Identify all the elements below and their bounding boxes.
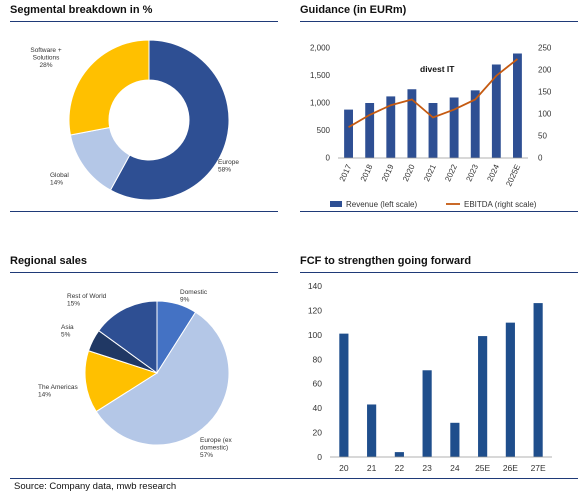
right-tick-label: 200 [538, 66, 552, 75]
x-tick-label: 23 [422, 463, 432, 473]
segmental-donut-chart: Europe 58% Global 14% Software + Solutions 28% [30, 39, 239, 201]
guidance-top-rule [300, 21, 578, 22]
x-tick-label: 2021 [422, 163, 438, 183]
x-tick-label: 22 [395, 463, 405, 473]
revenue-bar [386, 96, 396, 158]
x-tick-label: 2022 [443, 163, 459, 183]
regional-title: Regional sales [10, 255, 88, 267]
pie-label-asia: Asia 5% [61, 324, 74, 339]
left-tick-label: 0 [326, 154, 331, 163]
segmental-panel: Segmental breakdown in % Europe 58% Global… [10, 4, 278, 224]
pie-label-the-americas: The Americas 14% [38, 384, 78, 399]
revenue-bar [407, 89, 417, 158]
pie-slice-the-americas [84, 350, 159, 413]
right-tick-label: 50 [538, 132, 547, 141]
right-tick-label: 100 [538, 110, 552, 119]
fcf-bar-chart: 0 20 40 60 80 100 120 140 20 21 22 23 24 25E 26E 27E [308, 281, 552, 473]
y-tick-label: 140 [308, 281, 322, 291]
fcf-bar [450, 422, 460, 457]
guidance-combo-chart: 0 500 1,000 1,500 2,000 0 50 100 150 200 250 2017 20… [310, 44, 552, 210]
segmental-top-rule [10, 21, 278, 22]
donut-slice-europe [109, 39, 230, 201]
y-tick-label: 100 [308, 330, 322, 340]
fcf-bar [505, 322, 515, 457]
revenue-bar [428, 103, 438, 158]
revenue-bar [344, 109, 353, 158]
legend-ebitda-label: EBITDA (right scale) [464, 200, 537, 209]
donut-label-global: Global 14% [50, 172, 69, 187]
x-tick-label: 24 [450, 463, 460, 473]
bottom-rule [10, 478, 578, 479]
x-tick-label: 2024 [485, 163, 501, 183]
pie-slice-rest-of-world [98, 300, 158, 374]
segmental-title: Segmental breakdown in % [10, 4, 153, 16]
x-tick-label: 26E [503, 463, 518, 473]
fcf-bar [339, 333, 349, 457]
fcf-top-rule [300, 272, 578, 273]
x-tick-label: 20 [339, 463, 349, 473]
y-tick-label: 80 [313, 354, 323, 364]
legend-revenue-swatch [330, 201, 342, 207]
right-tick-label: 150 [538, 88, 552, 97]
y-tick-label: 20 [313, 428, 323, 438]
pie-slice-europe-ex-domestic [95, 311, 230, 446]
x-tick-label: 25E [475, 463, 490, 473]
x-tick-label: 2017 [338, 163, 354, 183]
legend-revenue-label: Revenue (left scale) [346, 200, 417, 209]
revenue-bar [449, 97, 459, 158]
source-note: Source: Company data, mwb research [14, 481, 177, 492]
regional-panel: Regional sales Domestic 9% Europe (ex domes… [10, 255, 278, 477]
y-tick-label: 40 [313, 403, 323, 413]
left-tick-label: 500 [317, 126, 331, 135]
left-tick-label: 1,500 [310, 71, 331, 80]
fcf-title: FCF to strengthen going forward [300, 255, 472, 267]
fcf-bar [422, 370, 432, 457]
y-tick-label: 60 [313, 379, 323, 389]
pie-label-domestic: Domestic 9% [180, 289, 208, 304]
fcf-bar [533, 303, 543, 457]
fcf-bar [394, 452, 404, 457]
donut-label-europe: Europe 58% [218, 159, 239, 174]
pie-label-rest-of-world: Rest of World 15% [67, 293, 107, 308]
revenue-bar [491, 64, 501, 158]
revenue-bar [470, 90, 480, 158]
guidance-title: Guidance (in EURm) [300, 4, 407, 16]
donut-slice-software-solutions [68, 39, 150, 136]
fcf-bar [367, 404, 377, 457]
y-tick-label: 0 [317, 452, 322, 462]
donut-label-software-solutions: Software + Solutions 28% [30, 47, 61, 69]
right-tick-label: 250 [538, 44, 552, 53]
x-tick-label: 21 [367, 463, 377, 473]
x-tick-label: 27E [531, 463, 546, 473]
regional-top-rule [10, 272, 278, 273]
revenue-bar [513, 53, 522, 158]
y-tick-label: 120 [308, 305, 322, 315]
regional-pie-chart: Domestic 9% Europe (ex domestic) 57% The Amer… [38, 289, 233, 459]
x-tick-label: 2018 [359, 163, 375, 183]
x-tick-label: 2025E [504, 163, 522, 188]
left-tick-label: 2,000 [310, 44, 331, 53]
segmental-bottom-rule [10, 211, 278, 212]
revenue-bar [365, 103, 375, 158]
fcf-panel: FCF to strengthen going forward 0 20 40 60 8… [300, 255, 578, 477]
pie-label-europe-ex-domestic: Europe (ex domestic) 57% [200, 437, 233, 459]
right-tick-label: 0 [538, 154, 543, 163]
guidance-bottom-rule [300, 211, 578, 212]
guidance-panel: Guidance (in EURm) 0 500 1,000 1,500 2,000 0 5… [300, 4, 578, 224]
x-tick-label: 2019 [380, 163, 396, 183]
x-tick-label: 2023 [464, 163, 480, 183]
fcf-bar [478, 336, 488, 457]
left-tick-label: 1,000 [310, 99, 331, 108]
divest-annotation: divest IT [420, 64, 455, 74]
x-tick-label: 2020 [401, 163, 417, 183]
